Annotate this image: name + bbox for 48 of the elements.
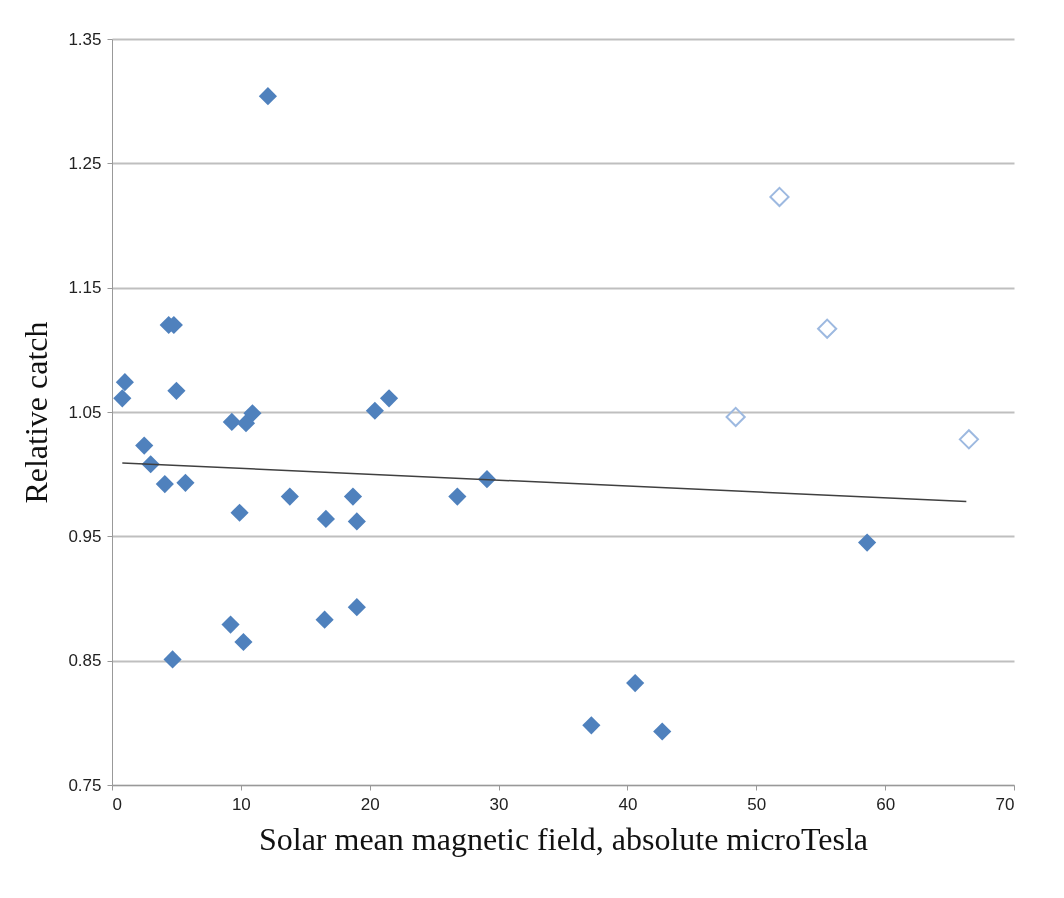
y-tick-label: 1.05 <box>68 402 102 422</box>
y-tick-label: 0.85 <box>68 651 102 671</box>
point <box>315 610 334 629</box>
point <box>222 412 241 432</box>
point <box>113 389 132 408</box>
x-tick-label: 20 <box>360 794 380 814</box>
point <box>448 487 467 506</box>
point <box>115 373 134 392</box>
point <box>626 673 645 693</box>
point <box>769 186 790 207</box>
x-tick-label: 60 <box>876 794 896 814</box>
y-tick-label: 1.25 <box>68 153 102 173</box>
point <box>347 512 366 531</box>
point <box>280 487 299 506</box>
x-tick-label: 70 <box>995 794 1015 814</box>
point <box>230 503 249 522</box>
x-axis-title: Solar mean magnetic field, absolute microTesla <box>258 820 869 857</box>
point <box>243 404 262 423</box>
point <box>155 475 174 494</box>
point <box>135 436 154 455</box>
point <box>163 650 182 669</box>
y-tick-label: 0.95 <box>68 526 102 546</box>
y-tick-label: 1.35 <box>68 29 102 49</box>
point <box>365 401 384 420</box>
point <box>582 716 601 735</box>
x-tick-label: 0 <box>112 794 122 814</box>
x-tick-label: 10 <box>231 794 251 814</box>
point <box>176 473 195 492</box>
point <box>858 533 877 552</box>
point <box>725 406 746 428</box>
point <box>234 632 253 652</box>
point <box>379 389 399 408</box>
point <box>236 414 256 433</box>
point <box>958 429 979 450</box>
point <box>167 381 186 400</box>
point <box>653 722 672 741</box>
point <box>316 509 335 529</box>
point <box>817 318 838 339</box>
point <box>258 87 277 106</box>
point <box>221 615 240 634</box>
x-tick-label: 30 <box>489 794 509 814</box>
y-axis-title: Relative catch <box>18 321 55 504</box>
point <box>347 598 366 617</box>
y-tick-label: 1.15 <box>68 278 102 298</box>
x-tick-label: 50 <box>747 794 767 814</box>
point <box>343 487 363 506</box>
y-tick-label: 0.75 <box>68 775 102 795</box>
x-tick-label: 40 <box>618 794 638 814</box>
